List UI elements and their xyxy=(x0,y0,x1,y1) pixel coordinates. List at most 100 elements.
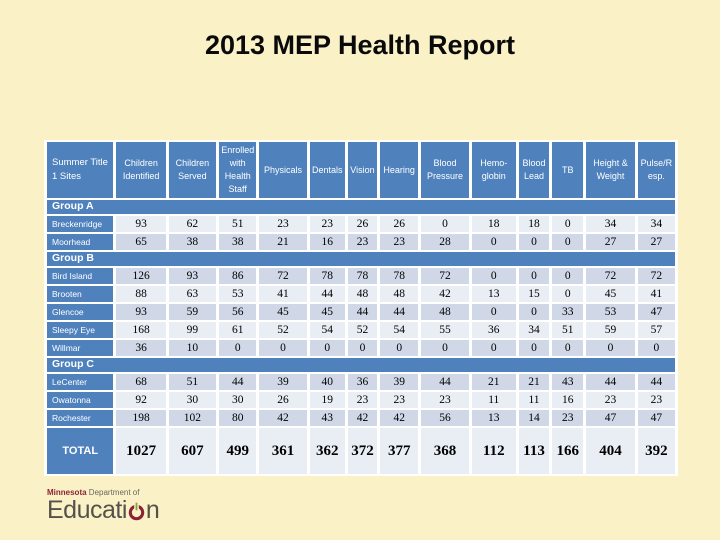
column-header-blood-pressure: Blood Pressure xyxy=(421,142,469,199)
value-cell: 80 xyxy=(219,410,257,427)
value-cell: 0 xyxy=(518,304,550,321)
site-name-cell: Brooten xyxy=(47,286,114,303)
power-button-icon xyxy=(128,501,145,521)
site-name-cell: Glencoe xyxy=(47,304,114,321)
value-cell: 47 xyxy=(637,410,675,427)
value-cell: 54 xyxy=(309,322,345,339)
site-name-cell: LeCenter xyxy=(47,374,114,391)
value-cell: 168 xyxy=(116,322,166,339)
value-cell: 44 xyxy=(347,304,378,321)
total-row: TOTAL 1027 607 499 361 362 372 377 368 112 113 166 4… xyxy=(47,428,675,475)
value-cell: 38 xyxy=(168,234,217,251)
value-cell: 15 xyxy=(518,286,550,303)
site-name-cell: Owatonna xyxy=(47,392,114,409)
column-header-children-identified: Children Identified xyxy=(116,142,166,199)
value-cell: 86 xyxy=(219,268,257,285)
value-cell: 0 xyxy=(380,340,419,357)
site-name-cell: Bird Island xyxy=(47,268,114,285)
column-header-vision: Vision xyxy=(347,142,378,199)
column-header-blood-lead: Blood Lead xyxy=(518,142,550,199)
value-cell: 21 xyxy=(259,234,307,251)
value-cell: 23 xyxy=(380,234,419,251)
value-cell: 88 xyxy=(116,286,166,303)
value-cell: 0 xyxy=(586,340,635,357)
group-header-row: Group C xyxy=(47,358,675,373)
value-cell: 93 xyxy=(116,216,166,233)
value-cell: 42 xyxy=(259,410,307,427)
value-cell: 0 xyxy=(219,340,257,357)
value-cell: 43 xyxy=(309,410,345,427)
value-cell: 18 xyxy=(518,216,550,233)
group-header-row: Group B xyxy=(47,252,675,267)
value-cell: 36 xyxy=(471,322,516,339)
value-cell: 42 xyxy=(421,286,469,303)
value-cell: 42 xyxy=(347,410,378,427)
total-value-cell: 392 xyxy=(637,428,675,475)
value-cell: 0 xyxy=(552,340,584,357)
total-value-cell: 112 xyxy=(471,428,516,475)
health-report-table: Summer Title 1 Sites Children Identified… xyxy=(44,140,678,477)
value-cell: 39 xyxy=(380,374,419,391)
value-cell: 45 xyxy=(586,286,635,303)
value-cell: 19 xyxy=(309,392,345,409)
column-header-children-served: Children Served xyxy=(168,142,217,199)
site-name-cell: Sleepy Eye xyxy=(47,322,114,339)
table-row: Owatonna 92 30 30 26 19 23 23 23 11 11 16 23 23 xyxy=(47,392,675,409)
value-cell: 65 xyxy=(116,234,166,251)
total-value-cell: 372 xyxy=(347,428,378,475)
column-header-row: Summer Title 1 Sites Children Identified… xyxy=(47,142,675,199)
page-title: 2013 MEP Health Report xyxy=(204,30,516,60)
value-cell: 36 xyxy=(116,340,166,357)
value-cell: 45 xyxy=(309,304,345,321)
value-cell: 27 xyxy=(637,234,675,251)
total-value-cell: 499 xyxy=(219,428,257,475)
value-cell: 0 xyxy=(471,340,516,357)
column-header-hemoglobin: Hemo-globin xyxy=(471,142,516,199)
total-value-cell: 368 xyxy=(421,428,469,475)
value-cell: 92 xyxy=(116,392,166,409)
value-cell: 34 xyxy=(518,322,550,339)
value-cell: 0 xyxy=(471,234,516,251)
value-cell: 48 xyxy=(421,304,469,321)
value-cell: 0 xyxy=(421,216,469,233)
value-cell: 11 xyxy=(518,392,550,409)
value-cell: 0 xyxy=(518,340,550,357)
value-cell: 126 xyxy=(116,268,166,285)
value-cell: 68 xyxy=(116,374,166,391)
value-cell: 93 xyxy=(168,268,217,285)
table-row: Breckenridge 93 62 51 23 23 26 26 0 18 18 0 34 34 xyxy=(47,216,675,233)
value-cell: 51 xyxy=(552,322,584,339)
value-cell: 62 xyxy=(168,216,217,233)
column-header-enrolled-health-staff: Enrolled with Health Staff xyxy=(219,142,257,199)
total-label-cell: TOTAL xyxy=(47,428,114,475)
value-cell: 23 xyxy=(421,392,469,409)
value-cell: 23 xyxy=(637,392,675,409)
value-cell: 57 xyxy=(637,322,675,339)
value-cell: 16 xyxy=(552,392,584,409)
value-cell: 48 xyxy=(380,286,419,303)
value-cell: 40 xyxy=(309,374,345,391)
value-cell: 0 xyxy=(637,340,675,357)
value-cell: 11 xyxy=(471,392,516,409)
value-cell: 26 xyxy=(259,392,307,409)
value-cell: 47 xyxy=(637,304,675,321)
value-cell: 28 xyxy=(421,234,469,251)
value-cell: 26 xyxy=(380,216,419,233)
group-header-row: Group A xyxy=(47,200,675,215)
value-cell: 72 xyxy=(421,268,469,285)
site-name-cell: Willmar xyxy=(47,340,114,357)
value-cell: 0 xyxy=(552,286,584,303)
value-cell: 41 xyxy=(259,286,307,303)
table-row: Glencoe 93 59 56 45 45 44 44 48 0 0 33 53 47 xyxy=(47,304,675,321)
value-cell: 18 xyxy=(471,216,516,233)
total-value-cell: 1027 xyxy=(116,428,166,475)
logo-education-pre: Educati xyxy=(47,496,127,524)
value-cell: 34 xyxy=(586,216,635,233)
value-cell: 43 xyxy=(552,374,584,391)
table-row: Sleepy Eye 168 99 61 52 54 52 54 55 36 34 51 59 57 xyxy=(47,322,675,339)
value-cell: 54 xyxy=(380,322,419,339)
value-cell: 0 xyxy=(421,340,469,357)
value-cell: 10 xyxy=(168,340,217,357)
table-row: Willmar 36 10 0 0 0 0 0 0 0 0 0 0 0 xyxy=(47,340,675,357)
value-cell: 33 xyxy=(552,304,584,321)
